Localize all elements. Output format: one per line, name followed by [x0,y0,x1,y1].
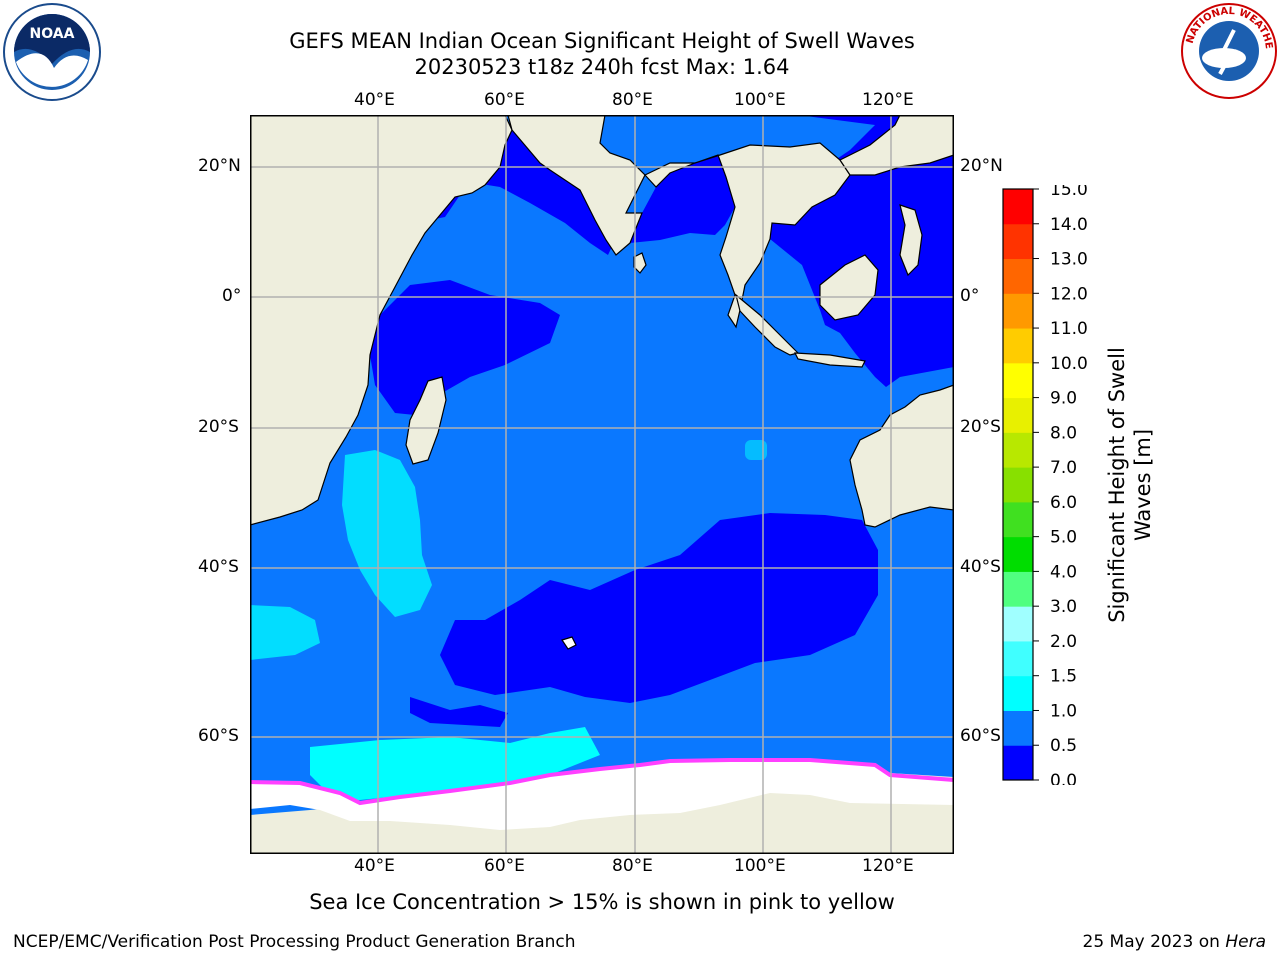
lon-tick-bottom-60e: 60°E [484,856,525,876]
lat-tick-left-0: 0° [222,286,242,306]
colorbar-tick-label: 6.0 [1050,493,1077,513]
colorbar-segment [1003,432,1033,468]
map-title: GEFS MEAN Indian Ocean Significant Heigh… [289,29,915,53]
india [507,115,646,256]
colorbar-tick-label: 1.5 [1050,667,1077,687]
lon-tick-bottom-80e: 80°E [612,856,653,876]
lat-tick-right-20n: 20°N [960,156,1003,176]
colorbar-tick-label: 15.0 [1050,185,1088,200]
colorbar-label: Significant Height of Swell Waves [m] [1100,320,1160,650]
colorbar-tick-label: 1.0 [1050,701,1077,721]
colorbar-segment [1003,258,1033,294]
map-subtitle: 20230523 t18z 240h fcst Max: 1.64 [414,55,790,79]
land-masses [250,115,954,650]
lat-tick-left-20n: 20°N [198,156,241,176]
java [794,352,866,368]
colorbar-tick-label: 4.0 [1050,562,1077,582]
lat-tick-left-20s: 20°S [198,417,239,437]
colorbar-tick-label: 12.0 [1050,284,1088,304]
footer-date: 25 May 2023 on [1082,932,1226,952]
southern-belt-high [310,727,600,801]
colorbar-label-line2: Waves [m] [1131,429,1155,541]
footer-host: Hera [1225,932,1266,952]
sumatra [734,293,800,356]
colorbar-segment [1003,189,1033,225]
colorbar-tick-label: 0.5 [1050,736,1077,756]
noaa-logo: NOAA [2,2,102,102]
china-coast [839,115,954,176]
colorbar-tick-label: 5.0 [1050,528,1077,548]
footer-credit: NCEP/EMC/Verification Post Processing Pr… [13,932,576,952]
map-frame [250,115,954,854]
lat-tick-left-60s: 60°S [198,726,239,746]
sri-lanka [633,252,647,274]
colorbar-segment [1003,745,1033,781]
madagascar [405,376,447,465]
colorbar-tick-label: 8.0 [1050,423,1077,443]
colorbar-segment [1003,223,1033,260]
colorbar-segment [1003,397,1033,433]
kerguelen [561,636,577,650]
lat-tick-right-20s: 20°S [960,417,1001,437]
colorbar-tick-label: 14.0 [1050,215,1088,235]
colorbar-segment [1003,640,1033,677]
southern-ocean-low [440,513,878,703]
lon-tick-bottom-40e: 40°E [354,856,395,876]
sea-ice [250,760,954,830]
colorbar-tick-label: 13.0 [1050,250,1088,270]
lat-tick-right-40s: 40°S [960,557,1001,577]
colorbar: 0.0 0.5 1.0 1.5 2.0 3.0 4.0 5.0 6.0 7.0 8.0 9.0 10.0… [1002,185,1088,785]
colorbar-label-line1: Significant Height of Swell [1105,347,1129,623]
colorbar-segment [1003,606,1033,642]
ice-edge [250,758,954,806]
arabian-sea-low [430,130,615,255]
noaa-logo-text: NOAA [30,26,75,42]
borneo [819,254,879,321]
graticule [250,115,954,854]
lon-tick-bottom-100e: 100°E [734,856,786,876]
colorbar-segment [1003,571,1033,607]
lon-tick-top-80e: 80°E [612,90,653,110]
lat-tick-right-60s: 60°S [960,726,1001,746]
colorbar-tick-label: 3.0 [1050,597,1077,617]
small-high-patch-east [745,440,767,460]
philippines [899,204,923,277]
colorbar-tick-label: 11.0 [1050,319,1088,339]
bay-of-bengal-low [630,155,735,243]
australia [849,384,954,528]
lon-tick-bottom-120e: 120°E [862,856,914,876]
southeast-asia [644,142,851,329]
colorbar-segment [1003,710,1033,746]
colorbar-segment [1003,536,1033,572]
colorbar-segment [1003,328,1033,364]
nws-logo: NATIONAL WEATHER SERVICE [1176,0,1278,100]
colorbar-segment [1003,293,1033,329]
sea-ice-note: Sea Ice Concentration > 15% is shown in … [309,890,895,914]
lon-tick-top-60e: 60°E [484,90,525,110]
lon-tick-top-40e: 40°E [354,90,395,110]
colorbar-segment [1003,675,1033,711]
map-plot [250,115,954,854]
colorbar-tick-label: 0.0 [1050,771,1077,785]
colorbar-tick-label: 10.0 [1050,354,1088,374]
colorbar-tick-label: 2.0 [1050,632,1077,652]
west-edge-high [250,605,320,660]
africa-arabia [250,115,513,526]
lat-tick-left-40s: 40°S [198,557,239,577]
colorbar-segment [1003,362,1033,399]
lat-tick-right-0: 0° [960,286,980,306]
colorbar-frame [1002,188,1034,781]
lon-tick-top-120e: 120°E [862,90,914,110]
colorbar-segment [1003,501,1033,538]
southwest-low-patch [410,697,508,727]
equatorial-africa-low [370,280,560,415]
lon-tick-top-100e: 100°E [734,90,786,110]
colorbar-segment [1003,467,1033,503]
high-swell-regions [250,440,767,801]
colorbar-tick-label: 7.0 [1050,458,1077,478]
mozambique-channel-high [342,450,432,617]
colorbar-tick-label: 9.0 [1050,389,1077,409]
footer-date-host: 25 May 2023 on Hera [1083,932,1267,952]
